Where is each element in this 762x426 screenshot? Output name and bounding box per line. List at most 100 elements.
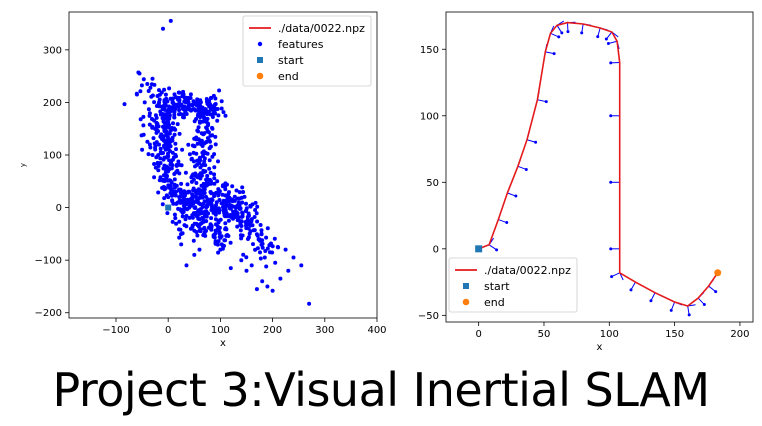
heading-arrow	[498, 219, 507, 224]
feature-point	[150, 117, 154, 121]
feature-point	[223, 226, 228, 231]
feature-point	[151, 136, 156, 141]
heading-arrow-tip	[609, 61, 613, 65]
feature-point	[167, 131, 172, 136]
feature-point	[214, 190, 219, 195]
feature-point	[146, 107, 151, 112]
feature-point	[221, 203, 226, 208]
feature-point	[191, 211, 196, 216]
feature-point	[221, 208, 226, 213]
feature-point	[253, 247, 258, 252]
legend-label: ./data/0022.npz	[278, 22, 365, 35]
feature-point	[242, 194, 247, 199]
feature-point	[162, 99, 167, 104]
feature-point	[239, 258, 244, 263]
feature-point	[217, 234, 222, 239]
heading-arrow-tip	[609, 247, 613, 251]
feature-point	[187, 189, 192, 194]
feature-point	[149, 94, 154, 99]
feature-point	[183, 193, 187, 198]
feature-point	[138, 117, 143, 122]
feature-point	[170, 99, 175, 104]
feature-point	[216, 113, 221, 118]
feature-point	[177, 219, 182, 224]
y-tick-label: −50	[418, 311, 439, 322]
feature-point	[167, 86, 172, 91]
feature-point	[174, 221, 179, 226]
feature-point	[209, 216, 214, 221]
start-marker	[165, 204, 172, 211]
feature-point	[233, 205, 238, 210]
feature-point	[160, 202, 165, 207]
feature-point	[191, 188, 196, 193]
feature-point	[213, 134, 218, 139]
legend-label: features	[278, 38, 324, 51]
feature-point	[216, 250, 221, 255]
feature-point	[246, 211, 251, 216]
plots-canvas: −100 0 100 200 300 400 −200 −100 0 100 200 300 x y ./d…	[19, 11, 754, 353]
feature-point	[186, 142, 191, 147]
feature-point	[219, 99, 224, 104]
feature-point	[195, 196, 200, 201]
feature-point	[177, 188, 182, 193]
feature-point	[215, 107, 220, 111]
feature-point	[168, 149, 172, 154]
feature-point	[177, 90, 182, 95]
feature-point	[162, 196, 167, 201]
legend-square-swatch	[257, 57, 263, 63]
heading-arrow-tip	[604, 37, 608, 41]
heading-arrow-tip	[596, 35, 600, 39]
feature-point	[177, 131, 182, 136]
feature-point	[196, 137, 201, 142]
feature-point	[155, 160, 160, 165]
feature-point	[167, 110, 172, 115]
feature-point	[246, 235, 251, 240]
heading-arrow-tip	[714, 290, 718, 294]
feature-point	[240, 185, 245, 190]
feature-point	[258, 250, 262, 255]
feature-point	[191, 159, 196, 164]
feature-point	[171, 121, 175, 126]
feature-point	[268, 250, 272, 255]
feature-point	[169, 126, 174, 130]
x-axis-label: x	[220, 338, 226, 349]
feature-point	[223, 213, 228, 218]
feature-point	[161, 157, 166, 162]
feature-point	[162, 128, 167, 133]
feature-point	[174, 163, 179, 168]
x-tick-label: 200	[730, 329, 749, 340]
feature-point	[210, 112, 215, 117]
feature-point	[229, 215, 234, 220]
feature-point	[168, 178, 173, 183]
feature-point	[195, 141, 200, 146]
feature-point	[207, 158, 212, 163]
feature-point	[166, 120, 171, 125]
feature-point	[172, 212, 177, 217]
feature-point	[171, 155, 176, 160]
feature-point	[190, 192, 195, 197]
feature-point	[200, 195, 205, 200]
feature-point	[160, 185, 165, 190]
feature-point	[255, 233, 260, 238]
feature-point	[182, 223, 187, 228]
heading-arrow-tip	[669, 308, 673, 312]
feature-point	[170, 107, 174, 112]
feature-point	[238, 228, 243, 233]
heading-arrow-tip	[702, 303, 706, 307]
feature-point	[158, 134, 163, 139]
start-marker	[475, 245, 483, 253]
feature-point	[198, 192, 203, 197]
feature-point	[235, 213, 240, 218]
feature-point	[199, 183, 204, 188]
feature-point	[244, 268, 249, 273]
feature-point	[203, 151, 208, 155]
feature-point	[172, 182, 177, 187]
y-tick-label: 50	[426, 178, 439, 189]
heading-arrow-tip	[609, 180, 613, 184]
feature-point	[248, 203, 253, 208]
feature-point	[176, 159, 181, 164]
feature-point	[198, 158, 203, 163]
feature-point	[267, 243, 272, 248]
feature-point	[184, 263, 189, 268]
feature-point	[190, 143, 195, 148]
